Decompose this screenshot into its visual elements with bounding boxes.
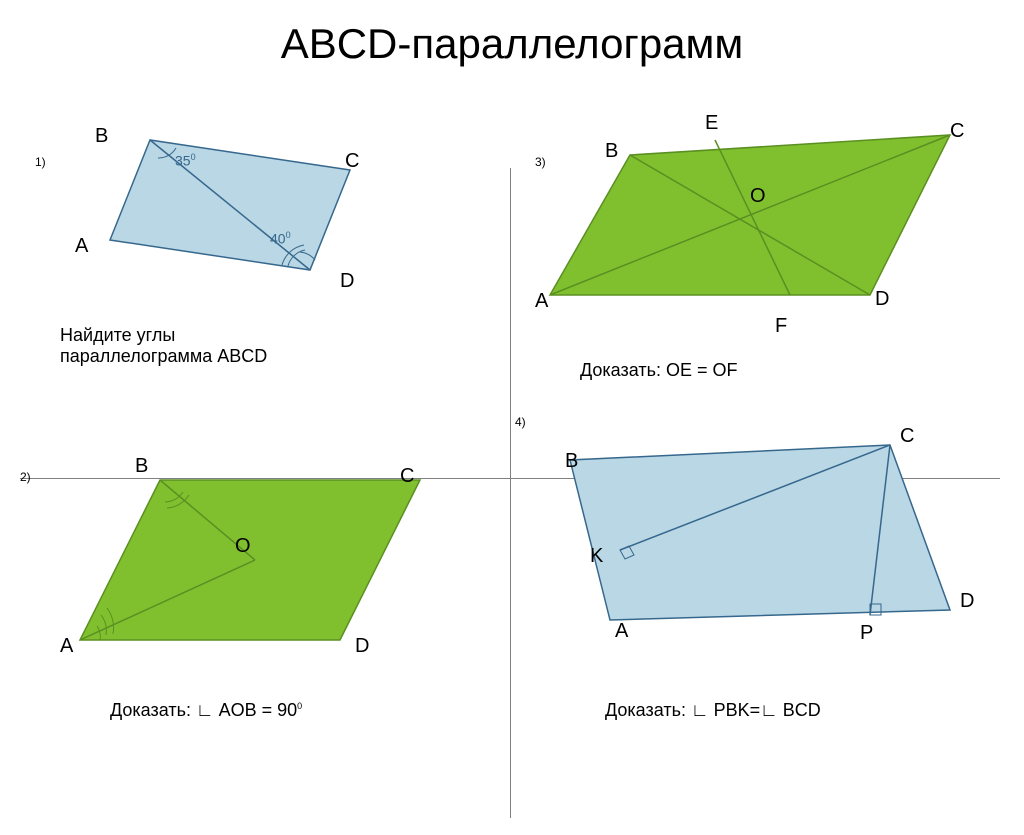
q3-label-A: A bbox=[535, 290, 548, 313]
quadrant-2: 2) A B C D O Доказать: ∟ AOB = 900 bbox=[20, 410, 510, 760]
q3-label-F: F bbox=[775, 315, 787, 338]
quadrant-4: 4) A B C D K P Доказать: ∟ PBK=∟ BCD bbox=[510, 410, 1000, 760]
q3-label-O: O bbox=[750, 185, 766, 208]
q1-angle-35: 350 bbox=[175, 152, 196, 169]
q4-label-P: P bbox=[860, 622, 873, 645]
q2-label-O: O bbox=[235, 535, 251, 558]
q1-label-B: B bbox=[95, 125, 108, 148]
q1-label-A: A bbox=[75, 235, 88, 258]
q4-label-K: K bbox=[590, 545, 603, 568]
q3-label-B: B bbox=[605, 140, 618, 163]
quadrant-1: 1) A B C D 350 400 Найдите углы параллел… bbox=[20, 100, 510, 410]
q4-caption: Доказать: ∟ PBK=∟ BCD bbox=[605, 700, 821, 721]
q2-caption: Доказать: ∟ AOB = 900 bbox=[110, 700, 302, 721]
q1-label-D: D bbox=[340, 270, 354, 293]
q2-label-C: C bbox=[400, 465, 414, 488]
q3-caption: Доказать: OE = OF bbox=[580, 360, 738, 381]
q2-label-D: D bbox=[355, 635, 369, 658]
quadrant-3: 3) A B C D E F O Доказать: OE = OF bbox=[510, 100, 1000, 410]
q3-label-E: E bbox=[705, 112, 718, 135]
q3-label-C: C bbox=[950, 120, 964, 143]
q4-label-C: C bbox=[900, 425, 914, 448]
q1-caption: Найдите углы параллелограмма ABCD bbox=[60, 325, 320, 367]
q2-label-A: A bbox=[60, 635, 73, 658]
q4-label-A: A bbox=[615, 620, 628, 643]
page-title: ABCD-параллелограмм bbox=[0, 0, 1024, 68]
q3-label-D: D bbox=[875, 288, 889, 311]
q1-label-C: C bbox=[345, 150, 359, 173]
q4-label-D: D bbox=[960, 590, 974, 613]
q1-angle-40: 400 bbox=[270, 230, 291, 247]
q2-label-B: B bbox=[135, 455, 148, 478]
q4-label-B: B bbox=[565, 450, 578, 473]
